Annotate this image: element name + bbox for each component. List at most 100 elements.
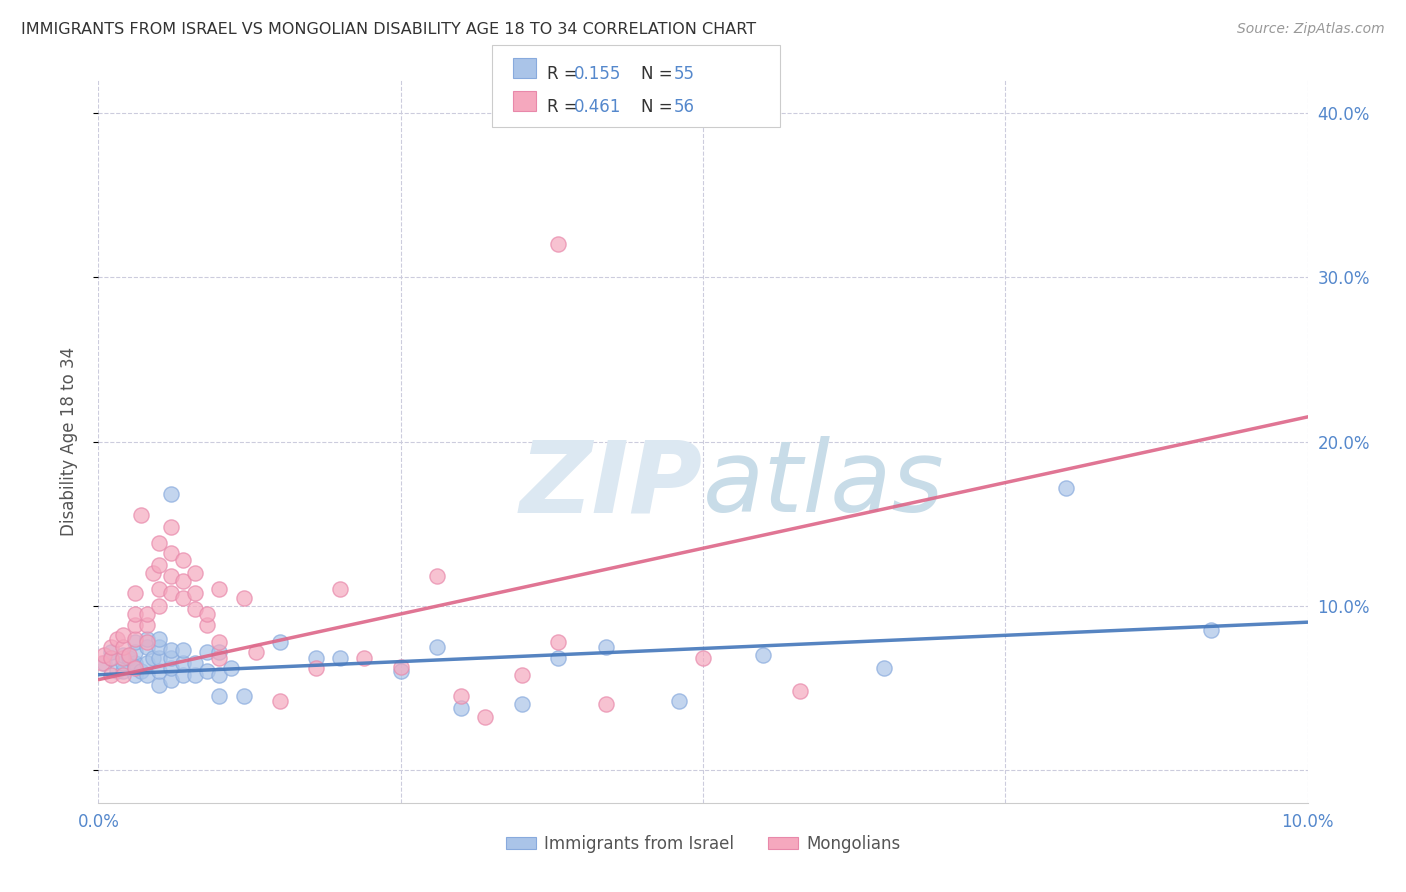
Point [100, 640, 122, 654]
Point [208, 651, 231, 665]
Point [160, 487, 183, 501]
Point [245, 645, 267, 659]
Point [1199, 624, 1222, 638]
Text: Source: ZipAtlas.com: Source: ZipAtlas.com [1237, 22, 1385, 37]
Point [160, 520, 183, 534]
Point [426, 569, 449, 583]
Point [148, 632, 170, 646]
Point [124, 618, 146, 632]
Point [160, 569, 183, 583]
Point [124, 645, 146, 659]
Point [172, 574, 194, 588]
Point [160, 673, 183, 687]
Point [129, 508, 152, 523]
Point [124, 635, 146, 649]
Point [148, 651, 170, 665]
Point [111, 640, 134, 654]
Text: ZIP: ZIP [520, 436, 703, 533]
Point [124, 585, 146, 599]
Point [135, 607, 157, 621]
Point [595, 640, 617, 654]
Point [118, 651, 141, 665]
Point [208, 635, 231, 649]
Point [195, 607, 218, 621]
Point [129, 665, 152, 679]
Text: N =: N = [641, 98, 678, 116]
Point [148, 582, 170, 597]
Point [124, 657, 146, 671]
Point [547, 635, 569, 649]
Point [1054, 481, 1077, 495]
Point [148, 665, 170, 679]
Point [135, 667, 157, 681]
Legend: Immigrants from Israel, Mongolians: Immigrants from Israel, Mongolians [499, 828, 907, 860]
Point [135, 635, 157, 649]
Point [184, 657, 207, 671]
Point [135, 640, 157, 654]
Point [426, 640, 449, 654]
Point [124, 607, 146, 621]
Point [148, 677, 170, 691]
Point [148, 558, 170, 572]
Point [184, 566, 207, 580]
Point [208, 645, 231, 659]
Point [135, 618, 157, 632]
Point [111, 648, 134, 662]
Point [389, 659, 412, 673]
Point [160, 643, 183, 657]
Point [148, 640, 170, 654]
Point [172, 657, 194, 671]
Text: atlas: atlas [703, 436, 945, 533]
Point [474, 710, 496, 724]
Point [184, 602, 207, 616]
Text: R =: R = [547, 98, 583, 116]
Point [111, 651, 134, 665]
Point [232, 591, 254, 605]
Point [93, 657, 115, 671]
Point [148, 599, 170, 613]
Point [105, 632, 128, 646]
Point [105, 665, 128, 679]
Point [172, 591, 194, 605]
Point [124, 667, 146, 681]
Point [547, 651, 569, 665]
Text: IMMIGRANTS FROM ISRAEL VS MONGOLIAN DISABILITY AGE 18 TO 34 CORRELATION CHART: IMMIGRANTS FROM ISRAEL VS MONGOLIAN DISA… [21, 22, 756, 37]
Text: 55: 55 [673, 65, 695, 83]
Point [195, 665, 218, 679]
Point [547, 237, 569, 252]
Point [93, 648, 115, 662]
Point [184, 585, 207, 599]
Text: 0.155: 0.155 [574, 65, 621, 83]
Point [232, 689, 254, 703]
Point [450, 689, 472, 703]
Text: 56: 56 [673, 98, 695, 116]
Point [752, 648, 775, 662]
Point [668, 694, 690, 708]
Point [789, 684, 811, 698]
Point [124, 659, 146, 673]
Point [305, 661, 328, 675]
Point [111, 628, 134, 642]
Point [160, 546, 183, 560]
Point [184, 667, 207, 681]
Point [172, 553, 194, 567]
Point [111, 657, 134, 671]
Point [148, 536, 170, 550]
Point [100, 651, 122, 665]
Point [172, 643, 194, 657]
Point [595, 698, 617, 712]
Point [124, 661, 146, 675]
Point [269, 635, 291, 649]
Point [692, 651, 714, 665]
Point [160, 651, 183, 665]
Point [135, 657, 157, 671]
Text: R =: R = [547, 65, 583, 83]
Point [389, 665, 412, 679]
Point [195, 618, 218, 632]
Point [873, 661, 896, 675]
Point [510, 667, 533, 681]
Point [510, 698, 533, 712]
Point [269, 694, 291, 708]
Point [195, 645, 218, 659]
Point [329, 582, 352, 597]
